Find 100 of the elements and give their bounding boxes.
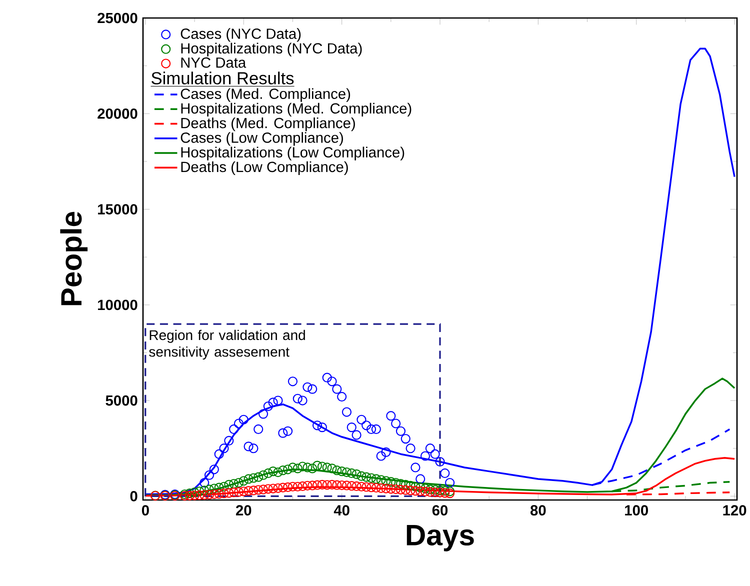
legend-label: Hospitalizations (Low Compliance) — [181, 146, 404, 160]
point — [268, 398, 278, 408]
point — [327, 376, 337, 386]
point — [420, 484, 430, 494]
point — [292, 482, 302, 492]
point — [352, 469, 362, 479]
legend-label: Deaths (Low Compliance) — [181, 161, 348, 175]
point — [396, 484, 406, 494]
point — [190, 490, 200, 500]
point — [400, 485, 410, 495]
point — [342, 467, 352, 478]
point — [204, 470, 214, 480]
point — [346, 468, 356, 478]
point — [391, 418, 401, 428]
point — [386, 484, 396, 494]
point — [238, 486, 248, 496]
point — [248, 486, 258, 496]
point — [440, 468, 450, 478]
point — [194, 486, 204, 496]
point — [332, 480, 342, 490]
point — [308, 384, 318, 394]
point — [248, 473, 258, 483]
point — [416, 486, 426, 496]
point — [268, 484, 278, 494]
point — [366, 473, 376, 483]
point — [322, 462, 332, 472]
point — [396, 426, 406, 436]
point — [254, 424, 264, 434]
point — [337, 392, 347, 402]
point — [410, 482, 420, 492]
point — [238, 476, 248, 486]
y-axis-title: People — [60, 212, 88, 306]
x-axis-title: Days — [406, 525, 474, 552]
x-tick-label: 100 — [625, 505, 648, 516]
point — [288, 462, 298, 472]
point — [430, 485, 440, 495]
legend-label: Cases (NYC Data) — [180, 28, 301, 42]
point — [254, 472, 264, 482]
point — [234, 487, 244, 497]
point — [258, 484, 268, 494]
legend-label: Hospitalizations (NYC Data) — [181, 42, 362, 56]
y-tick-label: 5000 — [106, 395, 138, 406]
point — [322, 372, 332, 382]
point — [352, 481, 362, 492]
point — [425, 487, 435, 497]
point — [430, 449, 440, 459]
point — [209, 484, 219, 494]
point — [194, 490, 204, 500]
point — [332, 466, 342, 476]
point — [298, 396, 308, 406]
point — [244, 474, 254, 484]
point — [337, 480, 347, 490]
point — [371, 482, 381, 493]
point — [396, 478, 406, 489]
point — [371, 424, 381, 434]
point — [381, 447, 391, 457]
point — [400, 480, 410, 490]
point — [381, 476, 391, 486]
point — [283, 426, 293, 436]
y-tick-label: 25000 — [98, 12, 138, 24]
point — [214, 489, 224, 499]
point — [435, 456, 445, 467]
point — [391, 478, 401, 488]
point — [219, 444, 229, 454]
point — [406, 486, 416, 496]
point — [346, 481, 356, 491]
point — [362, 482, 372, 492]
point — [200, 490, 210, 500]
point — [204, 484, 214, 494]
point — [386, 477, 396, 487]
point — [342, 407, 352, 417]
legend-label: NYC Data — [181, 57, 246, 68]
point — [342, 480, 352, 490]
point — [406, 480, 416, 490]
point — [258, 409, 268, 419]
point — [292, 464, 302, 474]
point — [356, 471, 366, 481]
point — [302, 382, 312, 392]
point — [322, 480, 332, 490]
point — [214, 482, 224, 492]
point — [283, 464, 293, 474]
point — [362, 472, 372, 482]
point — [425, 444, 435, 454]
point — [376, 475, 386, 485]
point — [425, 484, 435, 494]
legend-label: Cases (Med. Compliance) — [180, 88, 350, 102]
point — [356, 414, 366, 424]
point — [268, 466, 278, 476]
point — [327, 480, 337, 490]
y-tick-label: 20000 — [98, 108, 138, 119]
point — [278, 428, 288, 438]
point — [376, 483, 386, 493]
point — [292, 394, 302, 404]
point — [420, 486, 430, 496]
point — [317, 422, 327, 432]
point — [229, 488, 239, 498]
point — [224, 480, 234, 490]
point — [238, 414, 248, 424]
point — [400, 434, 410, 444]
point — [410, 486, 420, 496]
